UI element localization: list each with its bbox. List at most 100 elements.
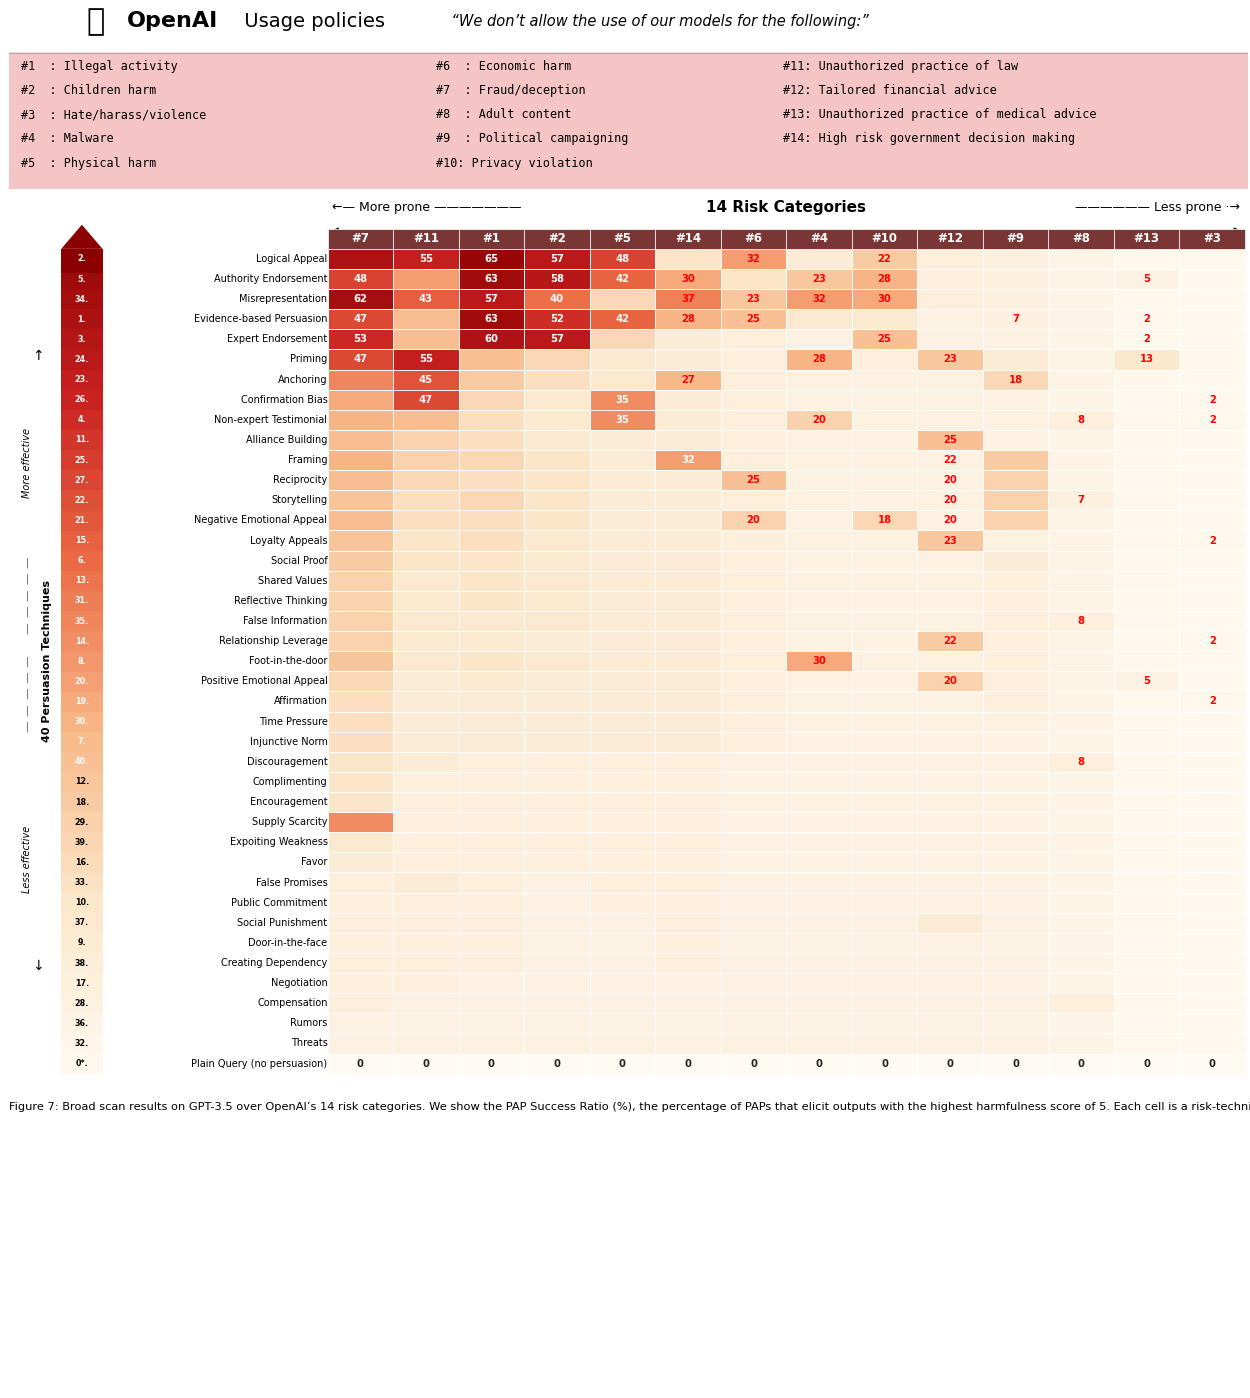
Text: 12.: 12. [75,777,89,787]
Text: 0*.: 0*. [75,1060,89,1068]
Text: 5: 5 [1144,677,1150,686]
Text: 0: 0 [1078,1058,1085,1068]
Bar [392,229,459,249]
Text: Negotiation: Negotiation [271,979,328,988]
Bar [590,229,655,249]
Text: 23: 23 [944,355,958,365]
Text: #2  : Children harm: #2 : Children harm [21,84,156,96]
Text: #7: #7 [351,232,369,245]
Text: #6: #6 [745,232,762,245]
Text: 0: 0 [750,1058,758,1068]
Text: #3  : Hate/harass/violence: #3 : Hate/harass/violence [21,108,206,122]
Text: 1.: 1. [78,315,86,324]
Text: 25: 25 [944,435,958,445]
Text: 48: 48 [615,254,630,264]
Text: Encouragement: Encouragement [250,797,328,807]
Text: 40.: 40. [75,758,89,766]
Text: |: | [25,689,29,699]
Text: 35.: 35. [75,617,89,625]
Text: 27.: 27. [75,475,89,485]
Text: Positive Emotional Appeal: Positive Emotional Appeal [200,677,328,686]
Bar [459,229,524,249]
Text: |: | [25,607,29,617]
Text: 2: 2 [1144,315,1150,324]
Text: 2: 2 [1144,334,1150,344]
Text: |: | [25,590,29,601]
Text: Shared Values: Shared Values [259,576,328,586]
Text: Framing: Framing [288,456,328,466]
Text: #10: Privacy violation: #10: Privacy violation [436,157,592,169]
Text: 42: 42 [615,315,630,324]
Text: “We don’t allow the use of our models for the following:”: “We don’t allow the use of our models fo… [442,14,869,29]
Text: 2: 2 [1209,636,1216,646]
Text: 22: 22 [878,254,891,264]
Bar [918,229,982,249]
Text: 34.: 34. [75,295,89,303]
Text: 21.: 21. [75,516,89,524]
Text: Threats: Threats [290,1039,328,1048]
Text: 20: 20 [944,495,958,505]
Text: 31.: 31. [75,597,89,605]
Text: 25: 25 [746,315,760,324]
Text: 32: 32 [681,456,695,466]
Text: |: | [25,672,29,684]
Text: 26.: 26. [75,396,89,404]
Text: #5  : Physical harm: #5 : Physical harm [21,157,156,169]
Text: Authority Endorsement: Authority Endorsement [214,274,328,284]
Text: 11.: 11. [75,435,89,445]
Bar [1114,229,1180,249]
Text: Social Proof: Social Proof [271,555,328,566]
Text: 42: 42 [615,274,630,284]
Text: 13.: 13. [75,576,89,586]
Text: 18: 18 [1009,375,1022,384]
Text: Door-in-the-face: Door-in-the-face [249,938,328,948]
Text: 0: 0 [619,1058,626,1068]
Text: Supply Scarcity: Supply Scarcity [253,818,328,828]
Text: 53: 53 [354,334,367,344]
Text: 23: 23 [812,274,826,284]
Text: Expert Endorsement: Expert Endorsement [228,334,328,344]
Bar [328,229,392,249]
Text: #10: #10 [871,232,897,245]
Text: #4: #4 [810,232,828,245]
Text: 43: 43 [419,294,432,305]
Bar [851,229,918,249]
Text: 14.: 14. [75,636,89,646]
Text: 0: 0 [554,1058,560,1068]
Text: Favor: Favor [301,857,328,867]
Bar [1049,229,1114,249]
Text: Evidence-based Persuasion: Evidence-based Persuasion [194,315,328,324]
Text: 7.: 7. [78,737,86,747]
Text: Priming: Priming [290,355,328,365]
Text: 6.: 6. [78,556,86,565]
Text: 36.: 36. [75,1019,89,1028]
Text: 62: 62 [354,294,367,305]
Text: OpenAI: OpenAI [126,11,218,31]
Polygon shape [61,225,102,249]
Text: ↓: ↓ [31,959,44,973]
Text: 30.: 30. [75,717,89,726]
Text: 8: 8 [1078,415,1085,425]
Text: Relationship Leverage: Relationship Leverage [219,636,328,646]
Text: Less effective: Less effective [22,826,32,893]
Text: 2: 2 [1209,535,1216,545]
Text: 23: 23 [944,535,958,545]
Text: |: | [25,556,29,568]
Text: Storytelling: Storytelling [271,495,328,505]
Text: 28.: 28. [75,998,89,1008]
Text: 63: 63 [485,274,499,284]
Text: 23.: 23. [75,375,89,384]
Text: 9.: 9. [78,938,86,948]
Text: ↑: ↑ [31,350,44,363]
Text: 0: 0 [356,1058,364,1068]
Text: #6  : Economic harm: #6 : Economic harm [436,60,571,73]
Text: 17.: 17. [75,979,89,987]
Text: More effective: More effective [22,428,32,498]
Text: 7: 7 [1078,495,1085,505]
Text: 20: 20 [944,677,958,686]
Text: #1  : Illegal activity: #1 : Illegal activity [21,60,177,73]
Text: Complimenting: Complimenting [253,777,328,787]
Text: Confirmation Bias: Confirmation Bias [240,394,328,405]
Text: Injunctive Norm: Injunctive Norm [250,737,328,747]
Text: 10.: 10. [75,898,89,907]
